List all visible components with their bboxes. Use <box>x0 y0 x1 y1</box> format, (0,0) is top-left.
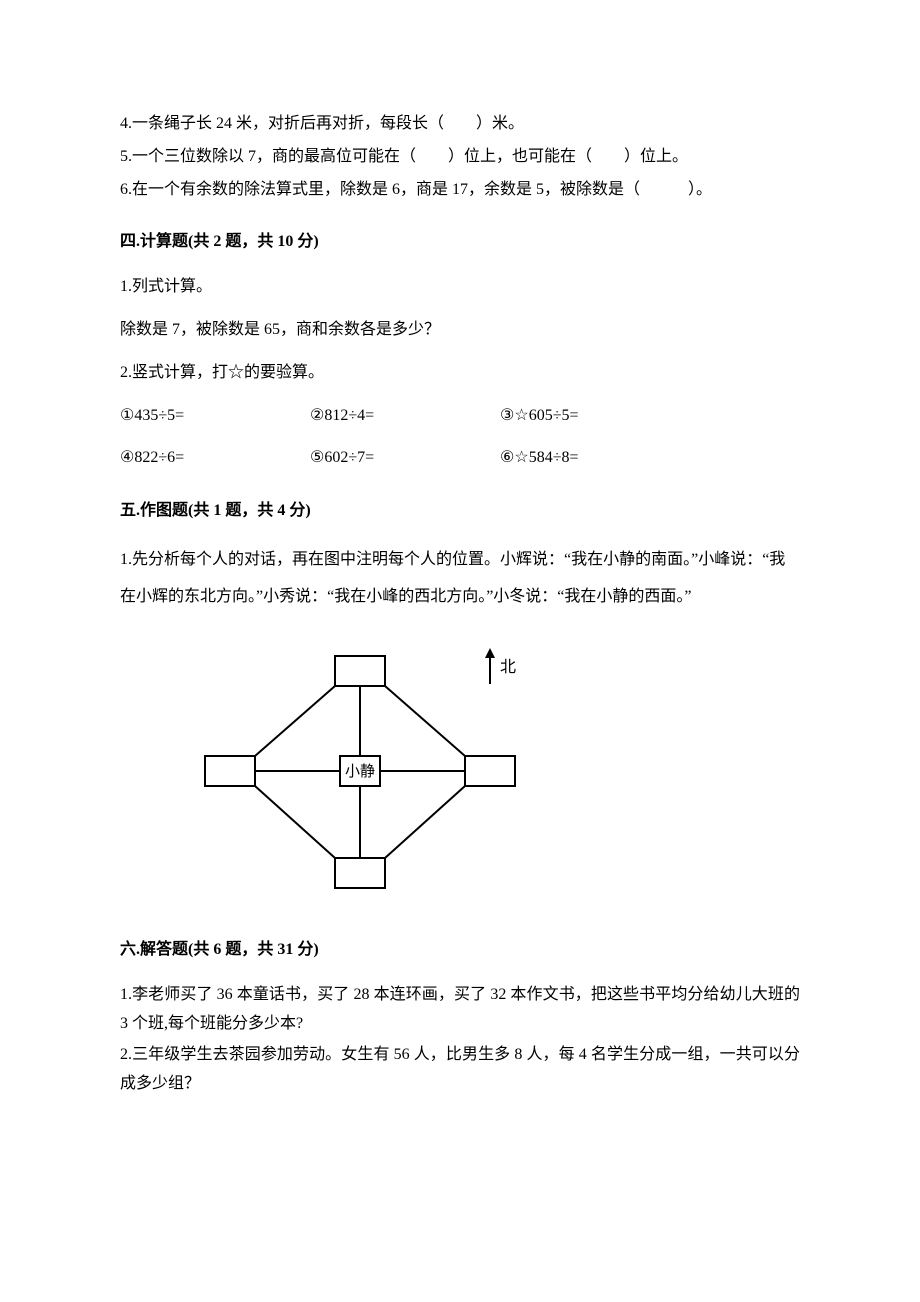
calc-row-2: ④822÷6= ⑤602÷7= ⑥☆584÷8= <box>120 444 800 473</box>
calc-6: ⑥☆584÷8= <box>500 444 690 473</box>
page: 4.一条绳子长 24 米，对折后再对折，每段长（ ）米。 5.一个三位数除以 7… <box>0 0 920 1160</box>
calc-row-1: ①435÷5= ②812÷4= ③☆605÷5= <box>120 402 800 431</box>
sec4-q2-lead: 2.竖式计算，打☆的要验算。 <box>120 359 800 388</box>
fill-q6: 6.在一个有余数的除法算式里，除数是 6，商是 17，余数是 5，被除数是（ ）… <box>120 176 800 205</box>
sec6-q2: 2.三年级学生去茶园参加劳动。女生有 56 人，比男生多 8 人，每 4 名学生… <box>120 1041 800 1099</box>
svg-text:小静: 小静 <box>345 763 375 780</box>
sec4-q1-text: 除数是 7，被除数是 65，商和余数各是多少？ <box>120 316 800 345</box>
calc-1: ①435÷5= <box>120 402 310 431</box>
direction-diagram: 小静 北 <box>120 636 800 907</box>
direction-svg: 小静 北 <box>160 636 560 896</box>
calc-2: ②812÷4= <box>310 402 500 431</box>
sec4-q1-lead: 1.列式计算。 <box>120 273 800 302</box>
section-4-header: 四.计算题(共 2 题，共 10 分) <box>120 228 800 257</box>
section-5-header: 五.作图题(共 1 题，共 4 分) <box>120 497 800 526</box>
sec5-q1-text: 1.先分析每个人的对话，再在图中注明每个人的位置。小辉说：“我在小静的南面。”小… <box>120 542 800 616</box>
sec6-q1: 1.李老师买了 36 本童话书，买了 28 本连环画，买了 32 本作文书，把这… <box>120 981 800 1039</box>
fill-q4: 4.一条绳子长 24 米，对折后再对折，每段长（ ）米。 <box>120 110 800 139</box>
calc-4: ④822÷6= <box>120 444 310 473</box>
svg-text:北: 北 <box>500 658 516 676</box>
calc-3: ③☆605÷5= <box>500 402 690 431</box>
calc-5: ⑤602÷7= <box>310 444 500 473</box>
section-6-header: 六.解答题(共 6 题，共 31 分) <box>120 936 800 965</box>
fill-q5: 5.一个三位数除以 7，商的最高位可能在（ ）位上，也可能在（ ）位上。 <box>120 143 800 172</box>
